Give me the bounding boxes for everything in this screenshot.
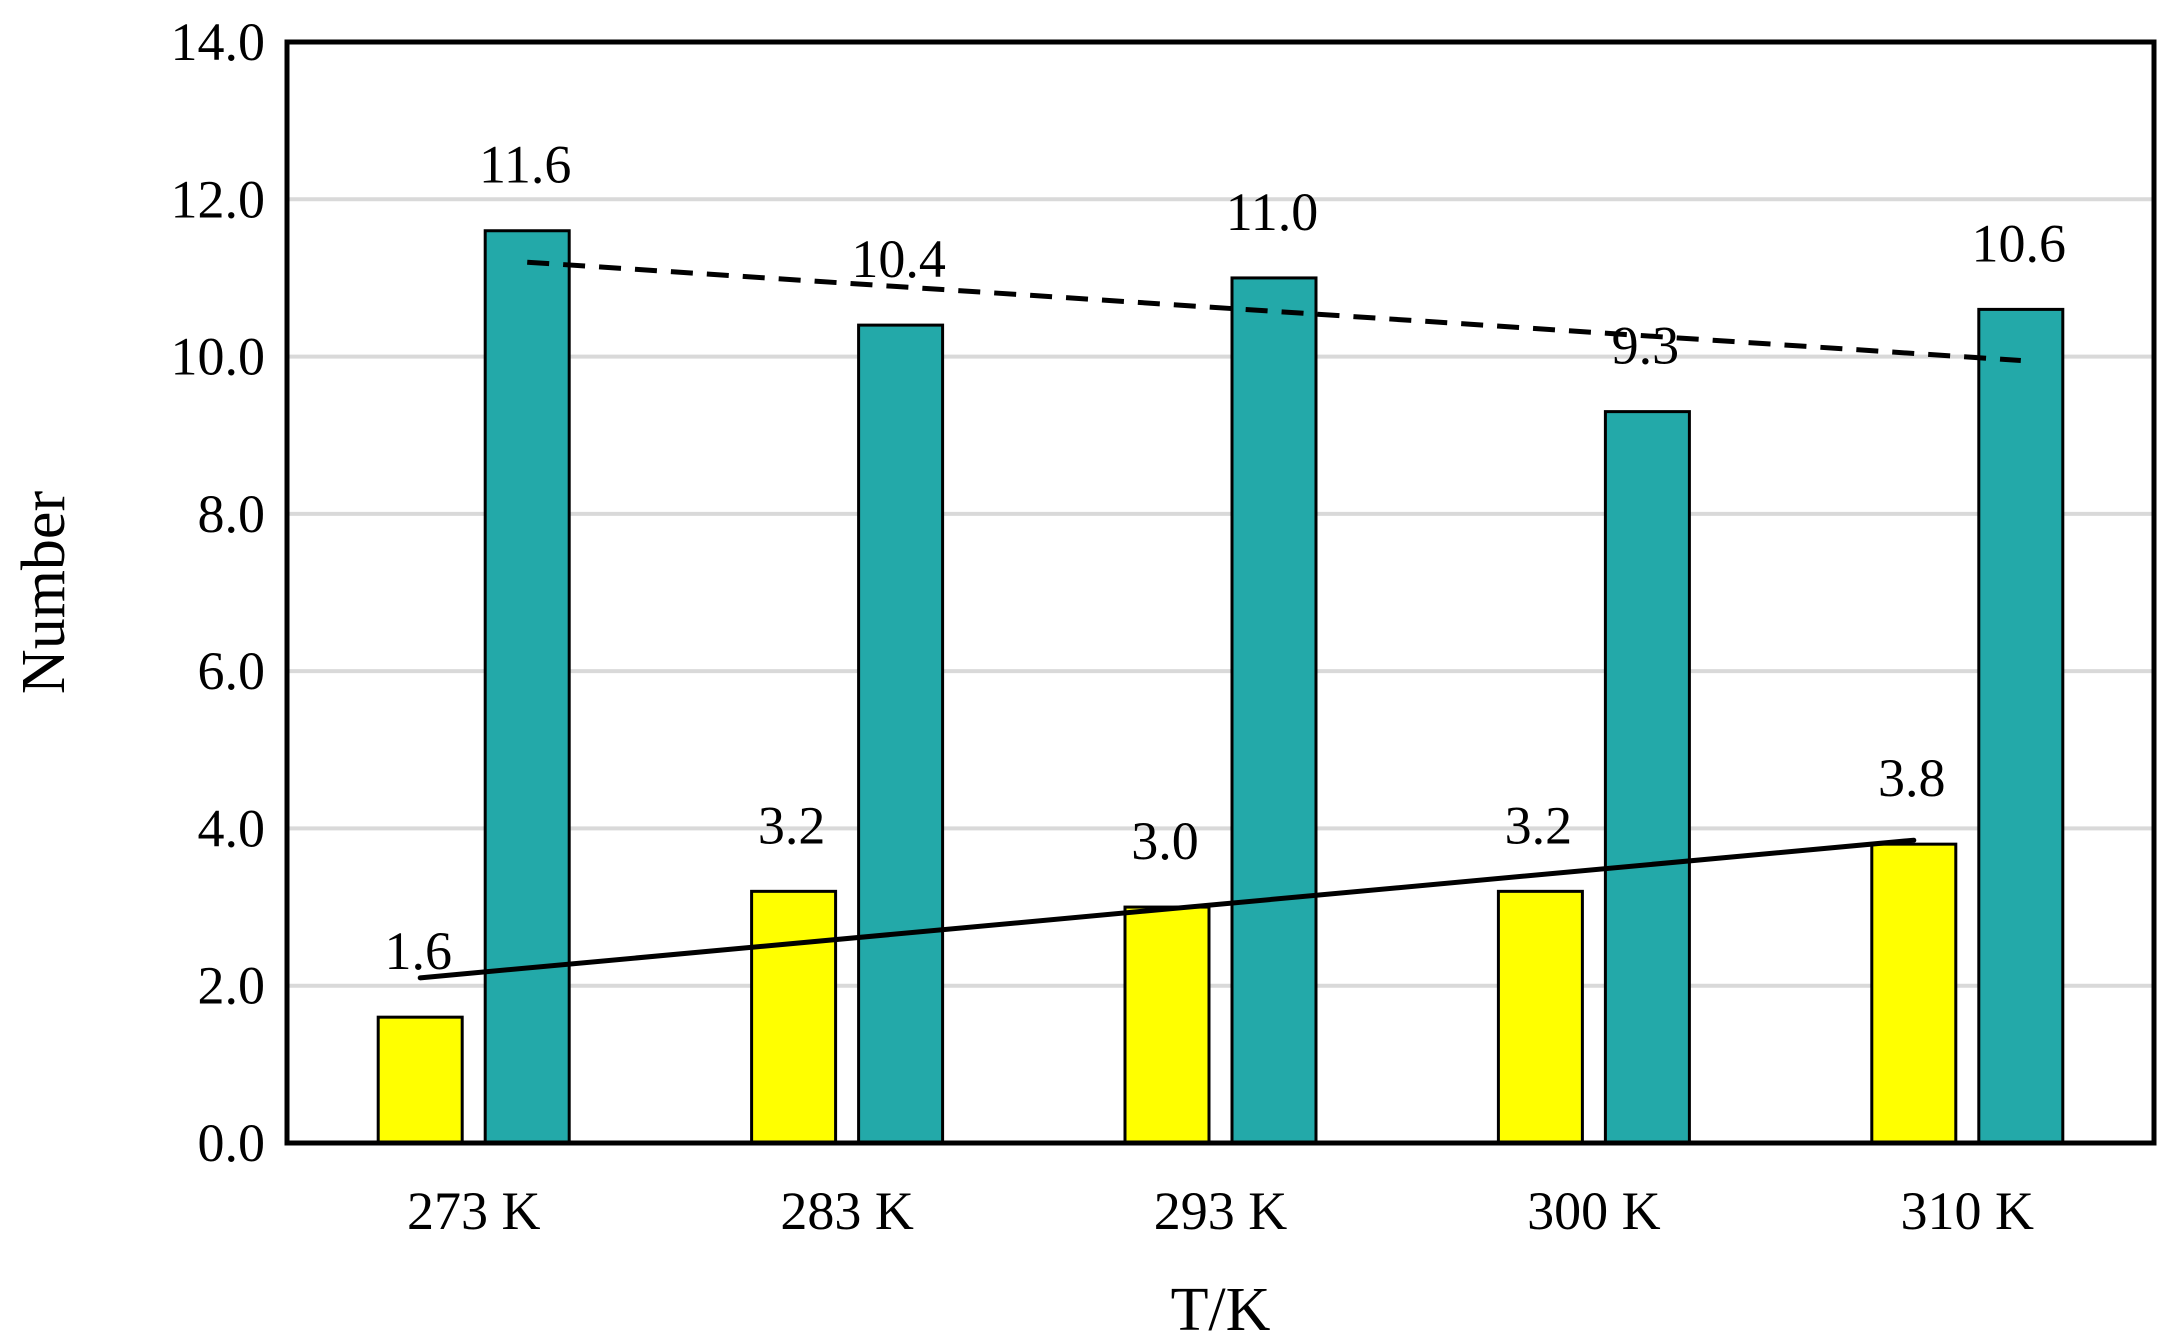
x-axis-title: T/K (1171, 1276, 1271, 1340)
y-tick-label: 14.0 (171, 12, 266, 72)
gridlines (287, 197, 2154, 988)
trendline (417, 837, 1917, 981)
data-label: 11.6 (479, 135, 572, 195)
data-label: 11.0 (1226, 182, 1319, 242)
y-tick-label: 12.0 (171, 169, 266, 229)
data-labels: 1.6 3.2 3.0 3.2 3.8 11.6 10.4 11.0 9.3 10.6 (384, 135, 2066, 981)
y-tick-label: 6.0 (198, 641, 266, 701)
y-tick-label: 10.0 (171, 327, 266, 387)
x-tick-label: 310 K (1901, 1181, 2035, 1241)
y-tick-label: 2.0 (198, 956, 266, 1016)
bar (483, 229, 571, 1145)
y-axis-ticks: 0.0 2.0 4.0 6.0 8.0 10.0 12.0 14.0 (171, 12, 266, 1173)
bar (1603, 410, 1691, 1145)
bar (857, 323, 945, 1145)
data-label: 3.0 (1131, 811, 1199, 871)
x-tick-label: 293 K (1154, 1181, 1288, 1241)
trendlines (417, 259, 2021, 981)
y-tick-label: 8.0 (198, 484, 266, 544)
x-tick-label: 273 K (407, 1181, 541, 1241)
y-tick-label: 0.0 (198, 1113, 266, 1173)
data-label: 3.2 (758, 795, 826, 855)
plot-area-frame (284, 39, 2157, 1146)
data-label: 3.8 (1878, 748, 1946, 808)
data-label: 1.6 (384, 921, 452, 981)
y-tick-label: 4.0 (198, 798, 266, 858)
data-label: 10.6 (1972, 213, 2067, 273)
data-label: 9.3 (1612, 316, 1680, 376)
bar (376, 1015, 464, 1145)
bar (1870, 842, 1958, 1145)
x-tick-label: 300 K (1527, 1181, 1661, 1241)
bar (1123, 905, 1211, 1145)
y-axis-title: Number (10, 491, 78, 695)
bar (750, 889, 838, 1145)
bar (1230, 276, 1318, 1145)
x-axis-ticks: 273 K 283 K 293 K 300 K 310 K (407, 1181, 2034, 1241)
bar (1496, 889, 1584, 1145)
data-label: 3.2 (1505, 795, 1573, 855)
bar (1977, 307, 2065, 1145)
x-tick-label: 283 K (780, 1181, 914, 1241)
data-label: 10.4 (851, 229, 946, 289)
bars (376, 229, 2065, 1145)
